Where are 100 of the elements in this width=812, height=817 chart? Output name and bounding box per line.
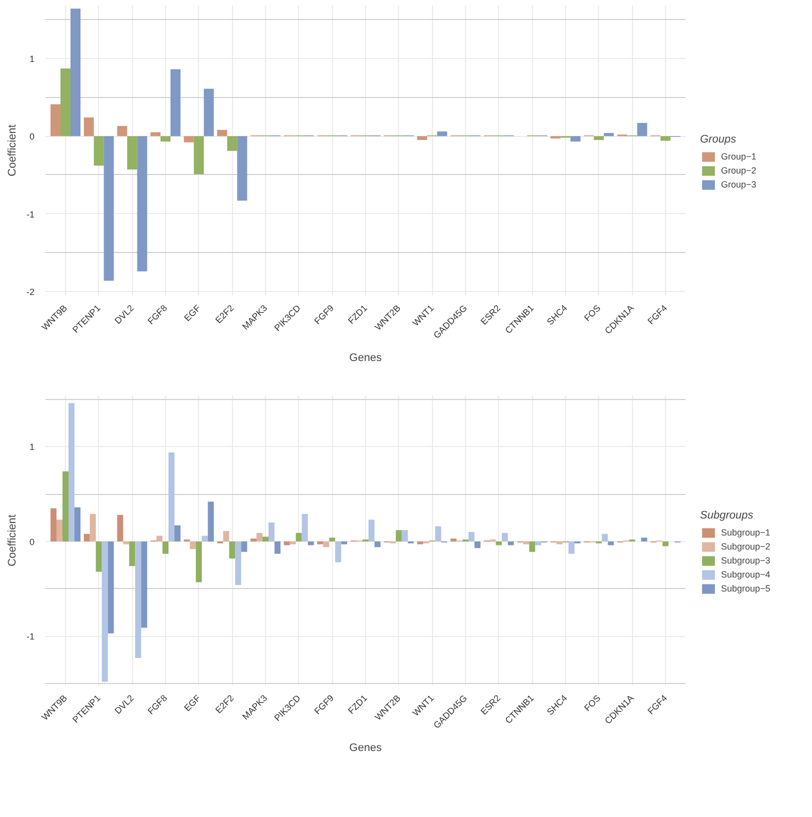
bar (568, 541, 574, 554)
bar (284, 541, 290, 546)
y-tick-label: -1 (26, 632, 35, 642)
bar (402, 530, 408, 542)
y-tick-label: 1 (29, 54, 35, 64)
bar (168, 452, 174, 542)
bar (308, 541, 314, 546)
bar (170, 69, 180, 136)
bar (594, 136, 604, 140)
bar (174, 525, 180, 542)
bar (90, 514, 96, 542)
legend-label: Subgroup−2 (721, 542, 770, 552)
bar (529, 541, 536, 552)
bar (190, 541, 196, 550)
bar (162, 541, 168, 554)
legend-label: Subgroup−3 (721, 556, 770, 566)
bar (662, 541, 668, 546)
y-axis-title: Coefficient (6, 124, 18, 176)
bar (84, 534, 90, 542)
legend-title: Subgroups (700, 510, 754, 522)
bar (468, 532, 474, 542)
bar (74, 507, 80, 542)
bar (502, 532, 508, 542)
bar (160, 136, 170, 142)
bar (637, 122, 648, 136)
bar (123, 541, 130, 544)
bar (435, 526, 442, 542)
bar (137, 136, 148, 272)
bar (202, 536, 208, 542)
x-axis-title: Genes (349, 742, 382, 754)
y-axis-title: Coefficient (6, 514, 18, 566)
legend-label: Group−1 (721, 152, 756, 162)
y-tick-label: 0 (29, 536, 35, 547)
bar (290, 541, 296, 544)
bar (323, 541, 330, 548)
bar (396, 530, 402, 542)
bar (229, 541, 236, 559)
bar (535, 541, 542, 546)
bar (450, 538, 456, 542)
bar (50, 508, 56, 542)
bar (262, 536, 268, 542)
bar (329, 538, 336, 542)
bar (208, 502, 214, 542)
bar (84, 117, 94, 136)
bar (196, 541, 202, 582)
bar (68, 403, 74, 542)
bar (417, 136, 428, 140)
bar (127, 136, 138, 170)
bar (374, 541, 380, 548)
bar (204, 88, 214, 136)
bar (129, 541, 136, 566)
legend-label: Group−3 (721, 180, 756, 190)
bar (241, 541, 248, 552)
bar (556, 541, 562, 544)
bar (256, 532, 262, 542)
bar (60, 68, 70, 136)
bar (56, 520, 62, 542)
bar (117, 126, 128, 136)
bar (274, 541, 280, 554)
bar (570, 136, 580, 142)
bar (317, 541, 324, 544)
bar (50, 104, 60, 136)
bar (194, 136, 204, 174)
bar (523, 541, 530, 544)
legend-label: Subgroup−5 (721, 584, 770, 594)
bar (268, 522, 274, 542)
y-tick-label: -1 (26, 209, 35, 220)
legend-label: Group−2 (721, 166, 756, 176)
bar (70, 8, 80, 136)
bar (102, 541, 108, 682)
bar (156, 536, 162, 542)
bar (602, 534, 608, 542)
bar (660, 136, 670, 141)
bar (62, 471, 68, 542)
bar (223, 531, 230, 542)
y-tick-label: 1 (29, 442, 35, 452)
bar (368, 520, 374, 542)
bar (302, 514, 308, 542)
bar (474, 541, 480, 548)
bar (341, 541, 348, 544)
bar (608, 541, 614, 546)
x-axis-title: Genes (349, 352, 382, 364)
bar (237, 136, 248, 201)
bar (150, 132, 160, 136)
bar (184, 136, 194, 142)
bar (604, 133, 614, 136)
bar (227, 136, 238, 151)
bar (108, 541, 114, 634)
bar (641, 538, 648, 542)
legend-label: Subgroup−1 (721, 528, 770, 538)
bar (437, 131, 448, 136)
legend-title: Groups (700, 134, 738, 146)
bar (96, 541, 102, 572)
bar (235, 541, 242, 586)
bar (335, 541, 342, 562)
bar (296, 532, 302, 542)
y-tick-label: 0 (29, 132, 35, 142)
bar (496, 541, 502, 546)
bar (104, 136, 114, 281)
bar (217, 130, 228, 136)
